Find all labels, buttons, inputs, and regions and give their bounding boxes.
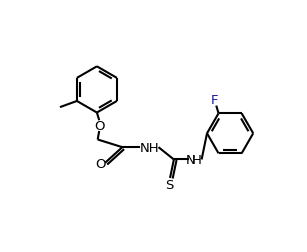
Text: O: O: [95, 157, 106, 170]
Text: O: O: [94, 120, 104, 133]
Text: H: H: [192, 153, 202, 166]
Text: NH: NH: [139, 141, 159, 154]
Text: N: N: [186, 153, 196, 166]
Text: S: S: [165, 178, 173, 191]
Text: F: F: [211, 93, 219, 107]
